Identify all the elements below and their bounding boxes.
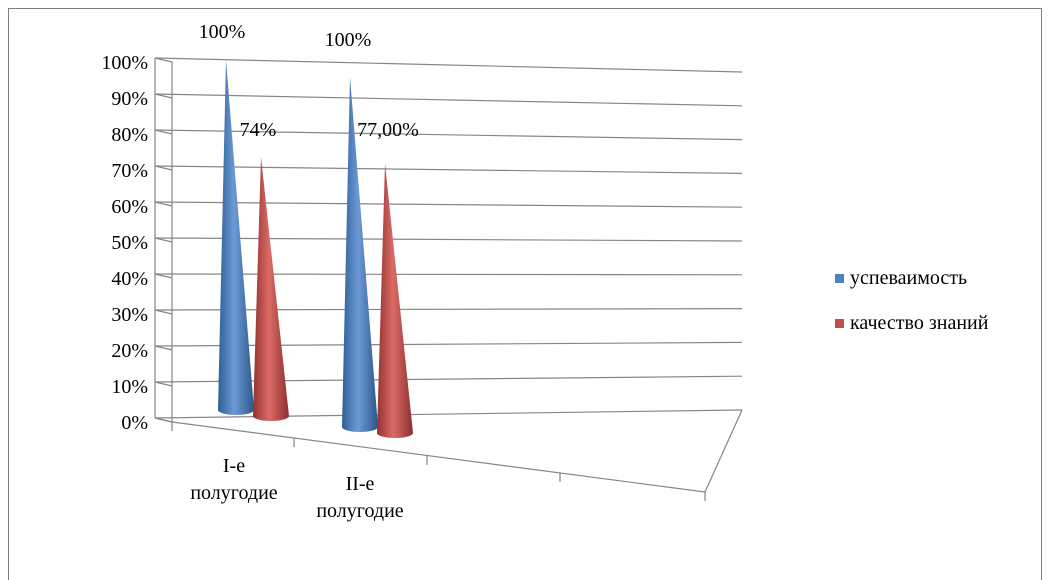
gridline bbox=[154, 129, 743, 141]
y-tick-label: 40% bbox=[111, 268, 148, 290]
y-tick-label: 30% bbox=[111, 304, 148, 326]
cone-uspevaimost-2 bbox=[342, 77, 378, 432]
cones bbox=[218, 60, 413, 438]
y-tick-mark bbox=[154, 165, 173, 171]
legend-swatch bbox=[835, 319, 844, 328]
gridline bbox=[154, 341, 743, 347]
legend-label: успеваимость bbox=[850, 267, 967, 289]
gridline bbox=[154, 375, 743, 383]
legend-label: качество знаний bbox=[850, 312, 989, 334]
y-tick-label: 10% bbox=[111, 376, 148, 398]
gridline bbox=[154, 409, 743, 419]
cone-kachestvo-1 bbox=[253, 157, 289, 421]
floor-left-edge bbox=[154, 417, 173, 423]
chart-frame bbox=[8, 8, 1042, 580]
floor-right-edge bbox=[704, 409, 743, 493]
y-tick-label: 90% bbox=[111, 88, 148, 110]
gridline bbox=[154, 93, 743, 107]
legend: успеваимость качество знаний bbox=[835, 267, 989, 334]
y-tick-mark bbox=[154, 345, 173, 351]
gridline bbox=[154, 57, 743, 73]
y-tick-labels: 0% 10% 20% 30% 40% 50% 60% 70% 80% 90% 100% bbox=[101, 52, 148, 434]
x-tick-label: II-е bbox=[346, 473, 375, 495]
y-tick-mark bbox=[154, 129, 173, 135]
gridline bbox=[154, 273, 743, 276]
y-tick-label: 70% bbox=[111, 160, 148, 182]
x-tick-label: полугодие bbox=[316, 500, 403, 522]
y-tick-label: 60% bbox=[111, 196, 148, 218]
y-tick-label: 0% bbox=[121, 412, 148, 434]
data-label: 77,00% bbox=[357, 119, 419, 141]
y-tick-mark bbox=[154, 237, 173, 243]
y-tick-mark bbox=[154, 273, 173, 279]
cone-kachestvo-2 bbox=[377, 163, 413, 438]
gridlines bbox=[154, 57, 743, 423]
legend-swatch bbox=[835, 274, 844, 283]
data-labels: 100% 74% 100% 77,00% bbox=[199, 21, 419, 141]
y-tick-mark bbox=[154, 309, 173, 315]
cone-uspevaimost-1 bbox=[218, 60, 254, 415]
y-tick-label: 80% bbox=[111, 124, 148, 146]
gridline bbox=[154, 308, 743, 311]
y-tick-label: 20% bbox=[111, 340, 148, 362]
y-tick-mark bbox=[154, 57, 173, 63]
data-label: 74% bbox=[240, 119, 277, 141]
data-label: 100% bbox=[199, 21, 246, 43]
gridline bbox=[154, 165, 743, 174]
x-tick-label: полугодие bbox=[190, 482, 277, 504]
y-tick-label: 50% bbox=[111, 232, 148, 254]
y-tick-mark bbox=[154, 381, 173, 387]
x-tick-label: I-е bbox=[223, 455, 245, 477]
gridline bbox=[154, 201, 743, 208]
axes bbox=[154, 58, 743, 501]
x-axis-front bbox=[171, 421, 706, 493]
x-tick-labels: I-е полугодие II-е полугодие bbox=[190, 455, 403, 522]
y-tick-label: 100% bbox=[101, 52, 148, 74]
gridline bbox=[154, 237, 743, 242]
y-tick-mark bbox=[154, 93, 173, 99]
y-tick-mark bbox=[154, 201, 173, 207]
data-label: 100% bbox=[325, 29, 372, 51]
